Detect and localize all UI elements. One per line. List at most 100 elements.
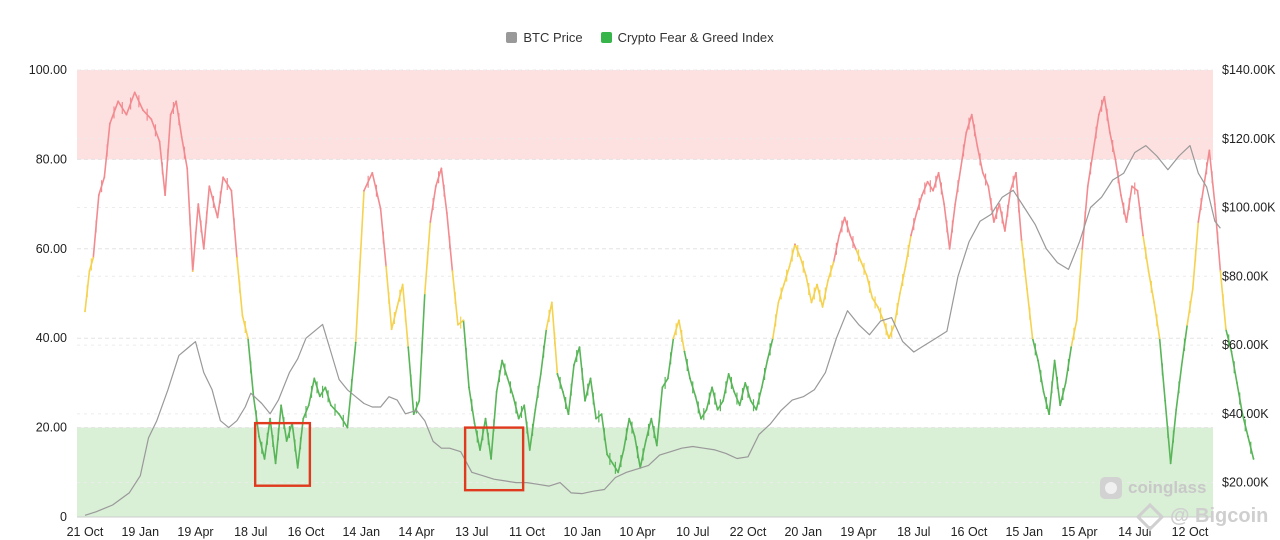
fgi-point	[932, 189, 934, 192]
fgi-point	[258, 435, 260, 438]
fgi-point	[1020, 238, 1023, 241]
fgi-point	[473, 422, 476, 425]
fgi-swatch	[600, 32, 612, 43]
fgi-point	[1004, 230, 1006, 232]
x-tick-label: 16 Oct	[288, 525, 325, 539]
fgi-point	[794, 243, 796, 246]
fgi-point	[534, 408, 537, 411]
fgi-point	[313, 377, 316, 380]
fgi-point	[363, 189, 365, 192]
left-tick-label: 40.00	[36, 331, 67, 345]
fgi-point	[338, 413, 341, 416]
fgi-point	[948, 247, 951, 250]
fgi-point	[1147, 270, 1150, 273]
btc-price-line	[84, 145, 1221, 516]
fgi-point	[716, 408, 719, 411]
fgi-point	[528, 449, 531, 451]
fgi-point	[827, 279, 830, 281]
fgi-point	[1197, 221, 1200, 223]
right-tick-label: $40.00K	[1222, 407, 1269, 421]
fgi-point	[733, 390, 736, 393]
fgi-point	[738, 404, 741, 407]
fgi-point	[230, 189, 233, 192]
fgi-point	[490, 457, 492, 460]
fgi-point	[92, 256, 95, 259]
x-tick-label: 15 Jan	[1005, 525, 1043, 539]
fgi-point	[169, 113, 172, 116]
fgi-point	[556, 373, 559, 375]
coinglass-logo-icon	[1100, 477, 1122, 499]
fgi-point	[1114, 158, 1117, 161]
fgi-point	[158, 140, 161, 143]
fgi-point	[484, 417, 487, 420]
fgi-point	[1070, 346, 1073, 349]
x-tick-label: 13 Jul	[455, 525, 488, 539]
fgi-point	[810, 301, 813, 304]
fgi-point	[965, 131, 968, 134]
fgi-point	[501, 359, 504, 362]
x-tick-label: 14 Jul	[1118, 525, 1151, 539]
fgi-point	[915, 212, 918, 214]
zone-extreme_greed	[77, 70, 1213, 160]
fgi-point	[711, 386, 713, 389]
fgi-point	[440, 167, 443, 170]
right-tick-label: $80.00K	[1222, 269, 1269, 283]
fgi-point	[117, 100, 120, 103]
right-tick-label: $140.00K	[1222, 63, 1276, 77]
fgi-point	[954, 203, 957, 206]
fgi-point	[1136, 189, 1139, 192]
left-tick-label: 100.00	[29, 63, 67, 77]
btc-price-series	[84, 145, 1221, 516]
fgi-point	[379, 207, 382, 210]
fgi-point	[517, 417, 520, 420]
fgi-point	[247, 337, 249, 340]
x-tick-label: 10 Apr	[619, 525, 655, 539]
left-tick-label: 80.00	[36, 152, 67, 166]
fgi-point	[329, 404, 332, 407]
right-tick-label: $120.00K	[1222, 132, 1276, 146]
fgi-point	[661, 386, 664, 389]
x-tick-label: 22 Oct	[730, 525, 767, 539]
fgi-point	[871, 297, 874, 299]
fgi-point	[744, 382, 747, 384]
fgi-point	[567, 413, 570, 416]
x-tick-label: 19 Jan	[121, 525, 159, 539]
fgi-point	[1053, 359, 1056, 362]
fgi-point	[1120, 194, 1122, 197]
coinglass-watermark-text: coinglass	[1128, 478, 1207, 497]
fgi-point	[678, 319, 680, 322]
x-axis: 21 Oct 19 Jan 19 Apr 18 Jul 16 Oct 14 Jan 14 A…	[67, 525, 1209, 539]
fgi-point	[84, 310, 86, 313]
fgi-point	[354, 341, 357, 344]
fgi-point	[755, 408, 758, 411]
fgi-point	[418, 399, 421, 402]
fgi-point	[838, 234, 841, 237]
fgi-point	[727, 373, 730, 375]
fgi-point	[88, 270, 91, 273]
coinglass-watermark: coinglass	[1100, 477, 1206, 499]
fgi-point	[1252, 457, 1255, 460]
fgi-point	[506, 377, 509, 380]
fgi-point	[584, 399, 586, 402]
fgi-point	[133, 91, 136, 94]
fgi-point	[539, 373, 542, 375]
fgi-point	[512, 395, 515, 398]
fgi-point	[495, 390, 498, 393]
fgi-point	[805, 274, 807, 277]
fgi-point	[423, 292, 426, 295]
legend-item-fgi[interactable]: Crypto Fear & Greed Index	[600, 30, 774, 45]
fgi-point	[263, 457, 266, 460]
fgi-point	[1081, 247, 1084, 250]
fgi-point	[926, 180, 929, 183]
bigcoin-watermark-text: @ Bigcoin	[1170, 505, 1269, 527]
highlight-box-1	[253, 421, 312, 487]
left-tick-label: 60.00	[36, 242, 67, 256]
legend-item-btc[interactable]: BTC Price	[506, 30, 583, 45]
fgi-point	[821, 306, 824, 308]
fgi-point	[899, 292, 901, 295]
fgi-point	[396, 306, 399, 308]
fgi-point	[186, 167, 189, 170]
x-tick-label: 21 Oct	[67, 525, 104, 539]
fgi-point	[180, 136, 183, 138]
fgi-point	[992, 221, 995, 223]
